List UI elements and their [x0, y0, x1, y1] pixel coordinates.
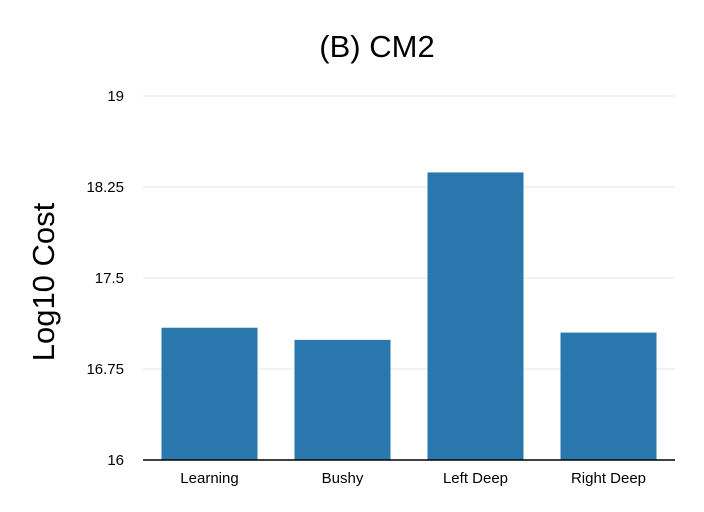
- y-tick-label: 16.75: [86, 361, 124, 378]
- y-axis-label: Log10 Cost: [26, 202, 61, 361]
- bar: [161, 327, 258, 460]
- y-tick-label: 16: [107, 452, 124, 469]
- bars: [161, 172, 657, 460]
- x-tick-label: Right Deep: [571, 470, 646, 487]
- y-tick-label: 18.25: [86, 179, 124, 196]
- y-tick-label: 19: [107, 88, 124, 105]
- y-tick-labels: 16 16.75 17.5 18.25 19: [86, 88, 124, 469]
- x-tick-label: Left Deep: [443, 470, 508, 487]
- bar: [294, 339, 391, 460]
- y-tick-label: 17.5: [95, 270, 124, 287]
- x-tick-labels: Learning Bushy Left Deep Right Deep: [180, 470, 646, 487]
- x-tick-label: Learning: [180, 470, 238, 487]
- chart-title: (B) CM2: [319, 29, 434, 64]
- bar: [427, 172, 524, 460]
- x-tick-label: Bushy: [322, 470, 364, 487]
- bar: [560, 332, 657, 460]
